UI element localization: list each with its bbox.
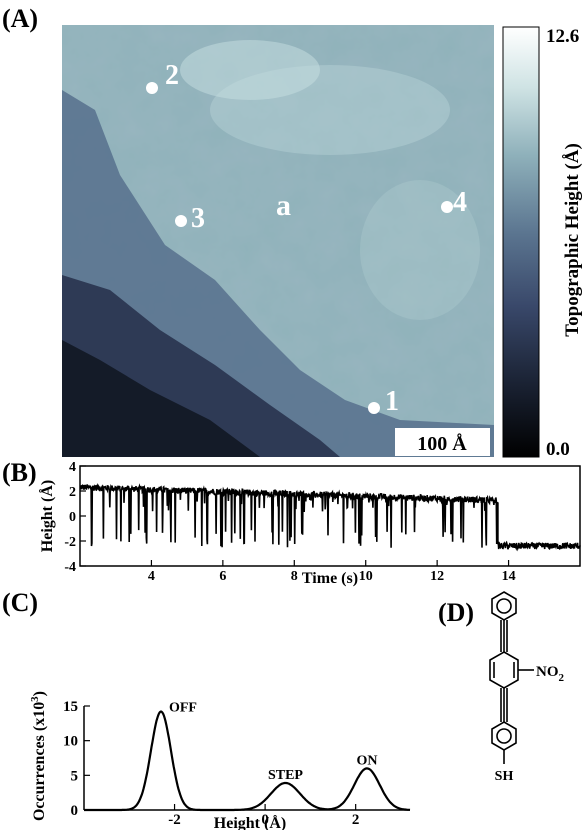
marker-a: a xyxy=(276,189,291,222)
panel-d-label: (D) xyxy=(438,598,475,627)
chart-b-ytick-label: 2 xyxy=(69,485,76,500)
molecule-dot-2 xyxy=(146,82,158,94)
molecule-dot-4 xyxy=(441,201,453,213)
molecule-structure: NO2 SH xyxy=(489,591,565,784)
chart-b-ytick-label: 4 xyxy=(69,460,76,475)
chart-c: 0 5 10 15 -2 0 2 OFF STEP ON Height (Å) Occurre… xyxy=(29,691,411,830)
marker-1: 1 xyxy=(385,386,399,417)
chart-b-xtick-label: 10 xyxy=(359,569,373,584)
colorbar-max: 12.6 xyxy=(546,26,579,47)
chart-b-frame xyxy=(79,465,581,567)
chart-b-xtick-label: 8 xyxy=(291,569,298,584)
panel-b-label: (B) xyxy=(2,458,37,487)
chart-c-ytick-label: 0 xyxy=(71,803,79,819)
scale-bar-label: 100 Å xyxy=(417,432,467,455)
marker-2: 2 xyxy=(165,60,179,91)
chart-b-ytick-label: -4 xyxy=(64,560,76,575)
no2-text: NO xyxy=(536,664,559,680)
chart-b-xtick-label: 12 xyxy=(430,569,444,584)
chart-c-ytick-label: 5 xyxy=(71,768,79,784)
chart-c-curve xyxy=(84,710,411,812)
chart-b-xlabel: Time (s) xyxy=(302,570,358,587)
chart-b-xtick-label: 4 xyxy=(148,569,155,584)
chart-b-ylabel: Height (Å) xyxy=(38,480,56,552)
scale-bar xyxy=(395,428,490,456)
stm-image-panel: 2 3 a 4 1 100 Å 12.6 0.0 Topographic Hei… xyxy=(62,25,583,460)
chart-b-ytick-label: -2 xyxy=(64,535,76,550)
chart-c-ylabel-main: Occurrences (x10 xyxy=(31,702,48,821)
marker-3: 3 xyxy=(191,203,205,234)
chart-c-xlabel: Height (Å) xyxy=(214,814,286,830)
chart-c-ytick-label: 15 xyxy=(63,699,78,715)
chart-c-ylabel: Occurrences (x103) xyxy=(29,691,48,821)
marker-4: 4 xyxy=(453,187,467,218)
chart-c-ylabel-end: ) xyxy=(31,691,48,696)
chart-c-peak-label-on: ON xyxy=(356,753,377,768)
molecule-dot-1 xyxy=(368,402,380,414)
chart-c-xtick-label: 2 xyxy=(352,812,360,828)
colorbar-min: 0.0 xyxy=(546,439,570,460)
chart-b-xtick-label: 14 xyxy=(502,569,516,584)
chart-c-xtick-label: -2 xyxy=(168,812,181,828)
benzene-ring-top xyxy=(491,591,517,621)
chart-c-ylabel-sup: 3 xyxy=(29,696,41,702)
panel-a-label: (A) xyxy=(2,4,39,33)
colorbar-label: Topographic Height (Å) xyxy=(562,143,583,337)
chart-b-ytick-label: 0 xyxy=(69,510,76,525)
chart-c-peak-label-off: OFF xyxy=(169,701,197,716)
chart-c-ytick-label: 10 xyxy=(63,734,78,750)
benzene-ring-bottom xyxy=(491,721,517,751)
chart-c-xtick-label: 0 xyxy=(261,812,269,828)
chart-b-trace xyxy=(79,482,581,552)
chart-c-peak-label-step: STEP xyxy=(268,768,303,783)
molecule-dot-3 xyxy=(175,215,187,227)
sh-label: SH xyxy=(495,769,514,784)
stm-topograph xyxy=(62,25,494,457)
chart-b-xtick-label: 6 xyxy=(219,569,226,584)
no2-subscript: 2 xyxy=(559,672,565,684)
chart-b: -4 -2 0 2 4 4 6 8 10 12 14 Time (s) Height (Å) xyxy=(38,460,581,587)
colorbar xyxy=(502,26,540,458)
panel-c-label: (C) xyxy=(2,588,39,617)
no2-label: NO2 xyxy=(536,664,565,684)
